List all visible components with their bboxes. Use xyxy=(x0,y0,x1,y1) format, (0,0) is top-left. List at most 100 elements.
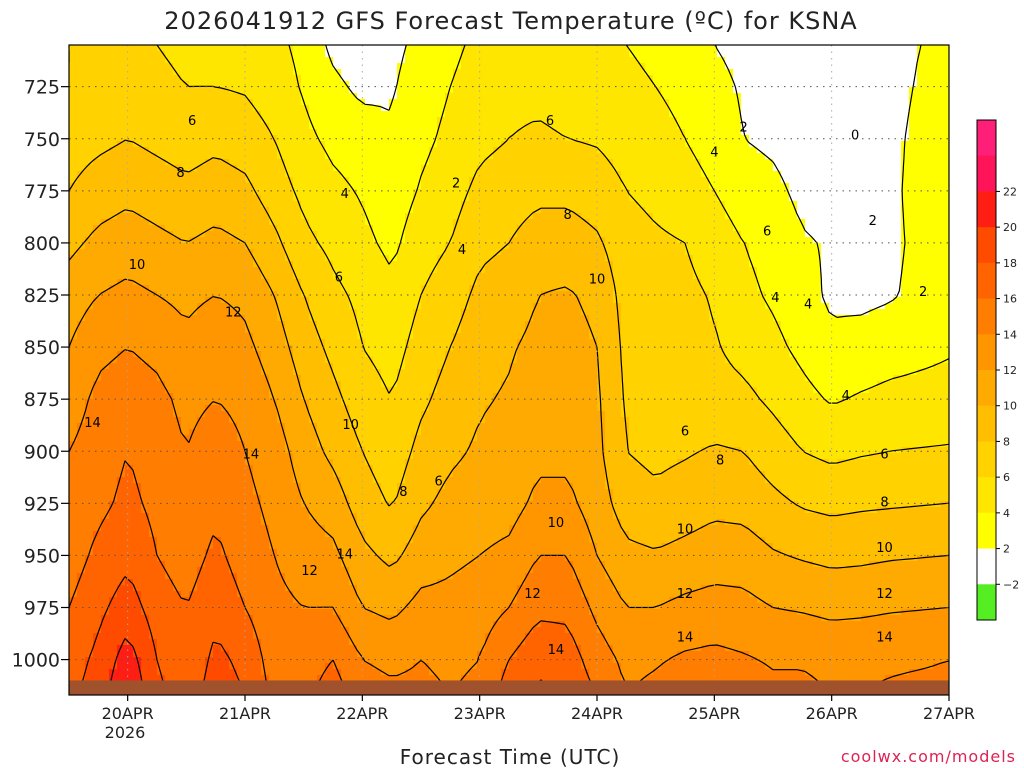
temperature-cell xyxy=(181,111,190,118)
temperature-cell xyxy=(381,279,390,286)
temperature-cell xyxy=(709,123,718,130)
temperature-cell xyxy=(277,63,286,70)
temperature-cell xyxy=(677,243,686,250)
temperature-cell xyxy=(941,237,949,244)
temperature-cell xyxy=(877,135,886,142)
temperature-cell xyxy=(781,279,790,286)
temperature-cell xyxy=(437,267,446,274)
temperature-cell xyxy=(725,183,734,190)
temperature-cell xyxy=(765,207,774,214)
temperature-cell xyxy=(437,297,446,304)
temperature-cell xyxy=(669,111,678,118)
temperature-cell xyxy=(581,51,590,58)
temperature-cell xyxy=(621,51,630,58)
temperature-cell xyxy=(501,93,510,100)
temperature-cell xyxy=(333,291,342,298)
temperature-cell xyxy=(781,105,790,112)
temperature-cell xyxy=(109,57,118,64)
temperature-cell xyxy=(733,111,742,118)
temperature-cell xyxy=(141,57,150,64)
temperature-cell xyxy=(621,297,630,304)
temperature-cell xyxy=(741,195,750,202)
temperature-cell xyxy=(149,297,158,304)
temperature-cell xyxy=(373,237,382,244)
temperature-cell xyxy=(605,51,614,58)
temperature-cell xyxy=(293,207,302,214)
temperature-cell xyxy=(485,279,494,286)
temperature-cell xyxy=(141,183,150,190)
temperature-cell xyxy=(621,279,630,286)
temperature-cell xyxy=(589,99,598,106)
temperature-cell xyxy=(85,207,94,214)
temperature-cell xyxy=(821,213,830,220)
temperature-cell xyxy=(301,291,310,298)
temperature-cell xyxy=(605,267,614,274)
temperature-cell xyxy=(509,189,518,196)
temperature-cell xyxy=(693,243,702,250)
temperature-cell xyxy=(205,315,214,322)
temperature-cell xyxy=(173,303,182,310)
temperature-cell xyxy=(733,273,742,280)
temperature-cell xyxy=(117,93,126,100)
temperature-cell xyxy=(701,273,710,280)
temperature-cell xyxy=(653,159,662,166)
temperature-cell xyxy=(429,255,438,262)
temperature-cell xyxy=(317,201,326,208)
temperature-cell xyxy=(661,183,670,190)
temperature-cell xyxy=(245,297,254,304)
temperature-cell xyxy=(125,183,134,190)
temperature-cell xyxy=(589,111,598,118)
temperature-cell xyxy=(333,153,342,160)
temperature-cell xyxy=(261,93,270,100)
temperature-cell xyxy=(461,261,470,268)
temperature-cell xyxy=(645,267,654,274)
temperature-cell xyxy=(917,189,926,196)
temperature-cell xyxy=(605,291,614,298)
temperature-cell xyxy=(381,291,390,298)
temperature-cell xyxy=(541,153,550,160)
temperature-cell xyxy=(429,213,438,220)
temperature-cell xyxy=(149,315,158,322)
temperature-cell xyxy=(757,285,766,292)
temperature-cell xyxy=(517,129,526,136)
temperature-cell xyxy=(653,105,662,112)
temperature-cell xyxy=(165,159,174,166)
temperature-cell xyxy=(517,303,526,310)
temperature-cell xyxy=(821,267,830,274)
temperature-cell xyxy=(829,45,838,52)
temperature-cell xyxy=(125,261,134,268)
temperature-cell xyxy=(629,141,638,148)
temperature-cell xyxy=(261,63,270,70)
temperature-cell xyxy=(189,231,198,238)
temperature-cell xyxy=(133,117,142,124)
temperature-cell xyxy=(269,201,278,208)
temperature-cell xyxy=(669,81,678,88)
temperature-cell xyxy=(717,93,726,100)
temperature-cell xyxy=(613,159,622,166)
temperature-cell xyxy=(197,267,206,274)
temperature-cell xyxy=(925,171,934,178)
temperature-cell xyxy=(717,213,726,220)
temperature-cell xyxy=(397,279,406,286)
temperature-cell xyxy=(749,195,758,202)
temperature-cell xyxy=(365,111,374,118)
temperature-cell xyxy=(109,303,118,310)
temperature-cell xyxy=(437,183,446,190)
temperature-cell xyxy=(773,303,782,310)
temperature-cell xyxy=(125,153,134,160)
temperature-cell xyxy=(645,69,654,76)
temperature-cell xyxy=(517,285,526,292)
temperature-cell xyxy=(733,207,742,214)
temperature-cell xyxy=(301,225,310,232)
temperature-cell xyxy=(189,201,198,208)
temperature-cell xyxy=(229,69,238,76)
temperature-cell xyxy=(877,255,886,262)
temperature-cell xyxy=(765,195,774,202)
temperature-cell xyxy=(85,165,94,172)
temperature-cell xyxy=(765,135,774,142)
temperature-cell xyxy=(845,129,854,136)
temperature-cell xyxy=(813,297,822,304)
temperature-cell xyxy=(429,279,438,286)
temperature-cell xyxy=(101,261,110,268)
temperature-cell xyxy=(261,69,270,76)
